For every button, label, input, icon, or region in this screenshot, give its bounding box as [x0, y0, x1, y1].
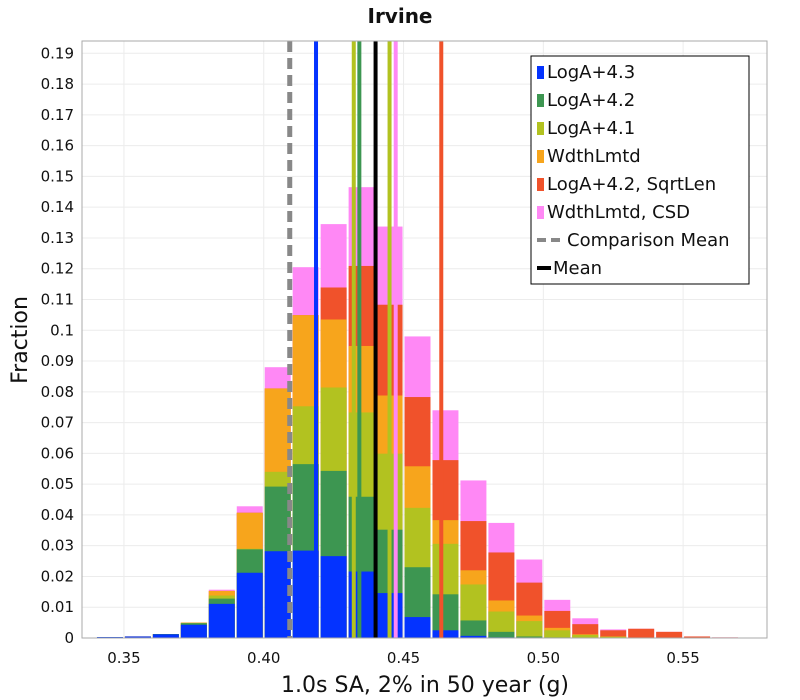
y-tick-label: 0.05: [41, 475, 74, 493]
y-tick-label: 0.03: [41, 537, 74, 555]
y-tick-label: 0.15: [41, 167, 74, 185]
x-axis-label: 1.0s SA, 2% in 50 year (g): [281, 673, 569, 698]
y-tick-label: 0.17: [41, 106, 74, 124]
bar-segment: [544, 630, 571, 638]
x-tick-label: 0.45: [387, 649, 420, 667]
y-tick-label: 0.04: [41, 506, 74, 524]
y-tick-label: 0.07: [41, 414, 74, 432]
bar-segment: [236, 572, 263, 638]
legend-label: Mean: [553, 258, 602, 279]
y-tick-label: 0.09: [41, 352, 74, 370]
bar-segment: [124, 636, 151, 638]
y-tick-label: 0.12: [41, 260, 74, 278]
y-tick-label: 0.08: [41, 383, 74, 401]
x-tick-label: 0.50: [527, 649, 560, 667]
legend-swatch: [537, 94, 544, 107]
bar-segment: [516, 621, 543, 638]
mean-lines: [287, 41, 444, 638]
bar-segment: [600, 630, 627, 638]
axis-ticks: 0 0.01 0.02 0.03 0.04 0.05 0.06 0.07 0.08 0.09 0.1…: [41, 44, 700, 667]
bar-segment: [264, 551, 291, 638]
legend-label: Comparison Mean: [567, 230, 730, 251]
x-tick-label: 0.40: [247, 649, 280, 667]
legend-box: [530, 55, 750, 285]
bar-segment: [516, 636, 543, 638]
legend-label: WdthLmtd: [547, 146, 641, 167]
legend-swatch: [537, 150, 544, 163]
bar-segment: [320, 556, 347, 638]
y-tick-label: 0.1: [50, 321, 74, 339]
chart-title: Irvine: [368, 4, 433, 28]
bar-segment: [460, 620, 487, 638]
legend-label: LogA+4.2: [547, 90, 635, 111]
x-tick-label: 0.35: [107, 649, 140, 667]
legend-label: LogA+4.1: [547, 118, 635, 139]
bar-segment: [656, 631, 683, 638]
y-tick-label: 0.01: [41, 598, 74, 616]
legend-swatch: [537, 122, 544, 135]
y-tick-label: 0.16: [41, 137, 74, 155]
bar-segment: [488, 631, 515, 638]
bar-segment: [432, 630, 459, 638]
bar-segment: [572, 634, 599, 638]
legend-label: LogA+4.3: [547, 62, 635, 83]
y-tick-label: 0.14: [41, 198, 74, 216]
y-axis-label: Fraction: [8, 296, 33, 384]
bar-segment: [208, 603, 235, 638]
legend-swatch: [537, 178, 544, 191]
plot-frame: [81, 40, 768, 639]
bar-segment: [628, 628, 655, 638]
y-tick-label: 0.11: [41, 290, 74, 308]
y-tick-label: 0.18: [41, 75, 74, 93]
legend-label: WdthLmtd, CSD: [547, 202, 690, 223]
legend-swatch: [537, 206, 544, 219]
bar-segment: [600, 636, 627, 638]
legend: LogA+4.3 LogA+4.2 LogA+4.1 WdthLmtd LogA+4.2…: [530, 55, 750, 285]
bar-segment: [404, 617, 431, 638]
y-tick-label: 0: [64, 629, 74, 647]
y-tick-label: 0.19: [41, 44, 74, 62]
x-tick-label: 0.55: [666, 649, 699, 667]
y-tick-label: 0.02: [41, 567, 74, 585]
y-tick-label: 0.13: [41, 229, 74, 247]
bar-segment: [460, 635, 487, 638]
legend-label: LogA+4.2, SqrtLen: [547, 174, 716, 195]
bar-segment: [180, 624, 207, 638]
bar-segment: [684, 636, 711, 638]
legend-swatch: [537, 66, 544, 79]
y-tick-label: 0.06: [41, 444, 74, 462]
bar-segment: [152, 634, 179, 638]
